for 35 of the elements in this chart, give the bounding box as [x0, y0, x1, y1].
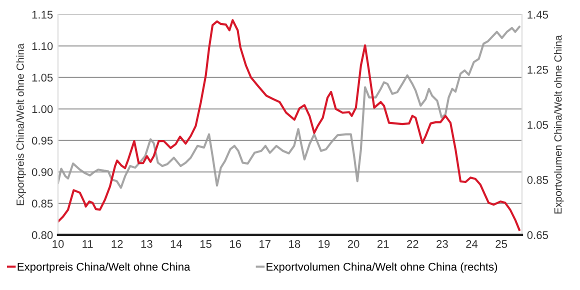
x-tick-label: 14	[170, 240, 182, 248]
y2-tick-label: 1.25	[528, 66, 548, 74]
line-series	[58, 19, 520, 231]
x-tick-label: 22	[407, 240, 418, 248]
y2-tick-label: 0.65	[527, 231, 548, 240]
x-tick-label: 13	[141, 240, 152, 248]
x-tick-label: 17	[260, 240, 270, 248]
x-tick-label: 21	[377, 240, 389, 248]
y2-axis-title: Exportvolumen China/Welt ohne China	[554, 35, 564, 214]
x-tick-label: 20	[348, 240, 360, 248]
x-tick-label: 15	[200, 240, 212, 248]
y-tick-label: 1.05	[32, 74, 53, 82]
x-tick-label: 24	[466, 240, 478, 248]
x-tick-label: 19	[318, 240, 330, 248]
y-tick-label: 1.15	[32, 10, 53, 19]
y-tick-label: 0.95	[32, 136, 53, 145]
x-tick-label: 23	[436, 240, 448, 248]
y-tick-label: 1.10	[32, 42, 53, 50]
line-series	[58, 26, 520, 189]
x-tick-label: 10	[52, 240, 64, 248]
x-tick-label: 11	[82, 240, 93, 248]
y-tick-label: 0.90	[32, 168, 53, 176]
legend-label: Exportvolumen China/Welt ohne China (rechts)	[266, 262, 498, 273]
legend-label: Exportpreis China/Welt ohne China	[18, 262, 190, 273]
y-tick-label: 1.00	[32, 105, 53, 114]
x-tick-label: 12	[112, 240, 123, 248]
x-tick-label: 25	[496, 240, 508, 248]
y-tick-label: 0.80	[32, 231, 53, 240]
x-tick-label: 16	[230, 240, 242, 248]
y-axis-title: Exportpreis China/Welt ohne China	[16, 43, 26, 206]
x-tick-label: 18	[289, 240, 300, 248]
y2-tick-label: 0.85	[527, 176, 548, 184]
y2-tick-label: 1.45	[528, 10, 548, 19]
y-tick-label: 0.85	[32, 200, 53, 208]
y2-tick-label: 1.05	[528, 120, 548, 129]
